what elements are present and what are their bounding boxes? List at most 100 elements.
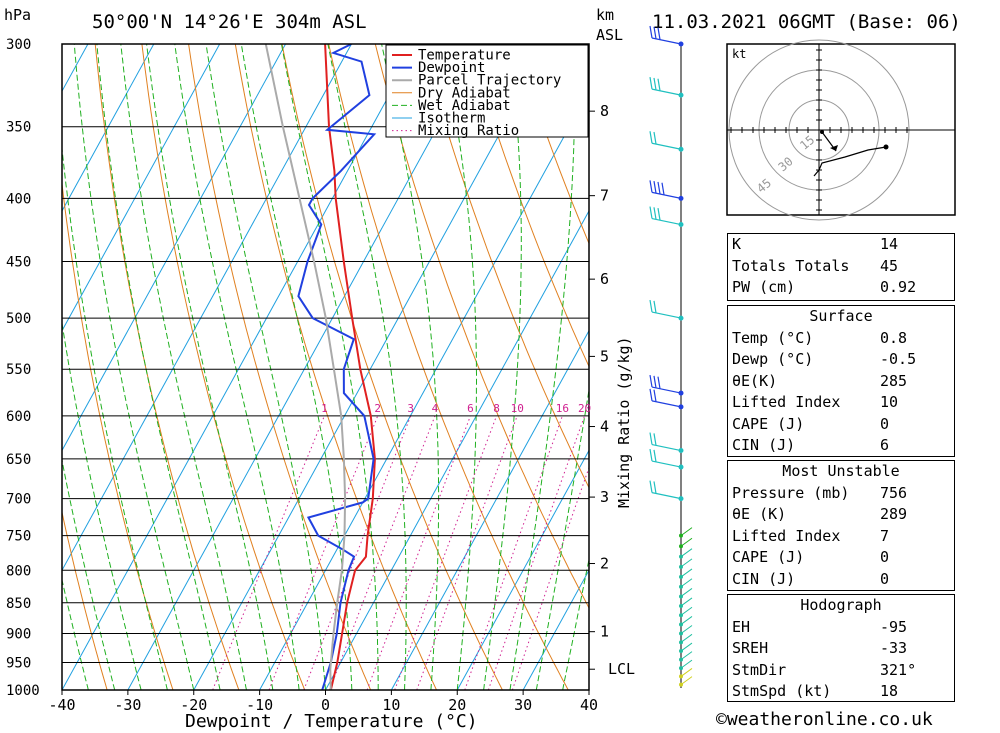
datetime-title: 11.03.2021 06GMT (Base: 06) <box>652 11 961 33</box>
wind-barb <box>680 625 693 634</box>
km-tick-label: 7 <box>600 187 609 205</box>
mixing-ratio-label: 3 <box>407 402 414 415</box>
mixing-ratio-line <box>303 415 412 690</box>
index-row: Dewp (°C) -0.5 <box>728 349 954 371</box>
wind-profile <box>649 25 693 688</box>
pressure-tick-label: 750 <box>6 529 31 545</box>
legend-entry: Temperature <box>418 48 511 64</box>
x-tick-label: 20 <box>448 696 466 714</box>
wind-barb-feather <box>653 433 657 446</box>
index-label: StmDir <box>732 660 787 679</box>
wet-adiabat-line <box>174 44 300 690</box>
wet-adiabat-line <box>509 44 576 690</box>
index-value: 18 <box>880 682 899 700</box>
wind-barb <box>680 548 693 558</box>
isotherm-line <box>456 449 589 690</box>
wind-barb-feather <box>649 374 653 388</box>
mixing-ratio-label: 6 <box>467 402 474 415</box>
wind-barb <box>651 386 682 394</box>
pressure-unit-label: hPa <box>4 6 31 24</box>
wind-barb-feather <box>653 389 657 402</box>
mixing-ratio-line <box>268 415 379 690</box>
index-label: SREH <box>732 639 769 657</box>
hodograph-top-point <box>883 144 889 150</box>
wind-barb-feather <box>657 208 661 221</box>
index-value: 285 <box>880 371 908 390</box>
x-tick-label: -40 <box>48 696 75 714</box>
x-tick-label: -20 <box>180 696 207 714</box>
wet-adiabat-line <box>62 144 168 690</box>
wind-barb <box>651 191 682 199</box>
isotherm-line <box>193 44 550 690</box>
wind-barb-feather <box>653 131 657 145</box>
index-section-title: Surface <box>809 307 873 325</box>
wind-barb <box>680 668 693 677</box>
index-value: 45 <box>880 256 899 275</box>
index-value: 756 <box>880 483 908 502</box>
dry-adiabat-line <box>514 44 589 245</box>
storm-motion-arrowhead <box>830 145 838 151</box>
legend-entry: Dry Adiabat <box>418 85 511 101</box>
mixing-ratio-line <box>212 415 325 690</box>
dry-adiabat-line <box>374 44 589 610</box>
mixing-ratio-line <box>511 466 589 690</box>
legend-entry: Wet Adiabat <box>418 98 511 114</box>
dry-adiabat-line <box>62 179 174 690</box>
isobars <box>62 43 589 691</box>
wind-barb-feather <box>657 181 661 195</box>
wind-barb <box>651 37 682 45</box>
index-value: -33 <box>880 639 908 657</box>
mixing-ratio-label: 10 <box>511 402 524 415</box>
x-tick-label: 0 <box>321 696 330 714</box>
index-row: θE(K) 285 <box>728 371 954 393</box>
wind-barb-feather <box>653 449 657 462</box>
index-label: StmSpd (kt) <box>732 682 832 700</box>
wind-barb-feather <box>649 448 653 462</box>
index-value: 6 <box>880 436 890 454</box>
isotherm-line <box>62 44 155 212</box>
isotherm-line <box>522 569 589 690</box>
wind-barb-feather <box>649 299 653 313</box>
pressure-tick-label: 350 <box>6 120 31 136</box>
wind-barb <box>651 460 682 468</box>
index-value: -0.5 <box>880 350 917 368</box>
isotherm-line <box>62 44 286 452</box>
series-temperature <box>324 44 376 690</box>
hodograph-trace <box>813 146 887 177</box>
wind-barb-feather <box>649 432 653 445</box>
pressure-tick-label: 600 <box>6 409 31 425</box>
wind-barb-feather <box>649 180 653 193</box>
index-label: CIN (J) <box>732 436 796 454</box>
wind-barb-feather <box>649 388 653 401</box>
pressure-tick-label: 950 <box>6 655 31 671</box>
km-tick-label: 6 <box>600 270 609 288</box>
axes: 3003504004505005506006507007508008509009… <box>6 37 635 714</box>
km-unit-label: km <box>596 6 614 24</box>
most-unstable-box: Most Unstable Pressure (mb) 756 θE (K) 289 Li… <box>727 460 955 591</box>
wind-barb-feather <box>653 207 657 220</box>
wind-barb-feather <box>657 27 661 40</box>
wind-barb-feather <box>649 131 653 144</box>
wet-adiabat-line <box>281 44 379 690</box>
wet-adiabat-line <box>240 44 353 690</box>
x-axis-label: Dewpoint / Temperature (°C) <box>185 711 478 732</box>
index-row: CAPE (J) 0 <box>728 414 954 436</box>
wind-barb <box>651 217 682 226</box>
legend-entry: Isotherm <box>418 111 485 127</box>
wind-barb-feather <box>657 78 661 91</box>
wind-barb <box>680 642 693 652</box>
index-section-title: Hodograph <box>800 596 882 614</box>
x-tick-label: -30 <box>114 696 141 714</box>
index-row: SREH -33 <box>728 638 954 660</box>
wind-barb <box>680 588 693 597</box>
wind-barb <box>651 142 682 150</box>
index-value: 0 <box>880 569 890 588</box>
x-tick-label: -10 <box>246 696 273 714</box>
wet-adiabat-line <box>73 44 195 690</box>
plot-frame <box>61 43 590 691</box>
mixing-ratio-labels: 1 2 3 4 6 8 10 16 20 <box>321 402 591 415</box>
index-row: K 14 <box>728 234 954 256</box>
index-label: PW (cm) <box>732 278 796 296</box>
dry-adiabat-line <box>421 44 589 489</box>
